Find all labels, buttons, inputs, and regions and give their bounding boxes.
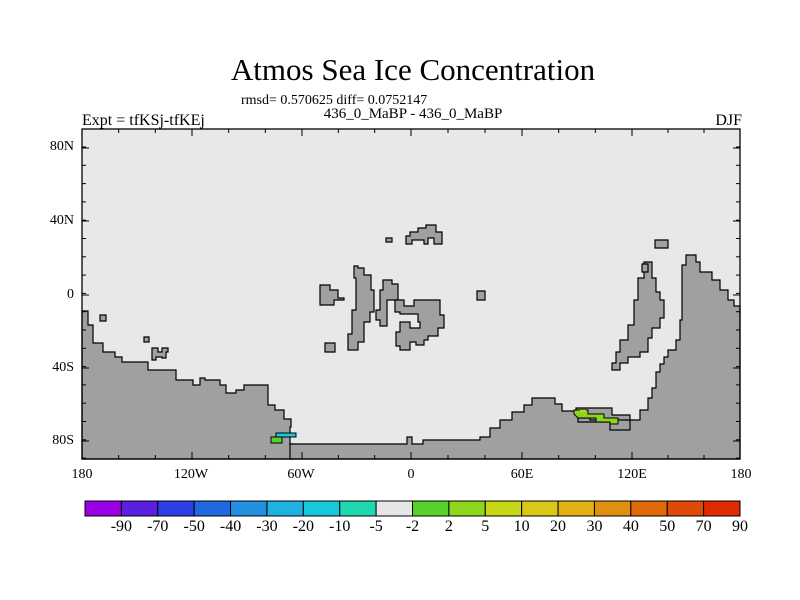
anomaly-patch-small [270,436,283,444]
y-tick-label-80s: 80S [52,433,74,448]
land-north-3 [476,290,486,301]
stats-line: rmsd= 0.570625 diff= 0.0752147 [241,93,428,108]
land-north-2 [385,237,393,243]
y-tick-label-eq: 0 [67,287,74,302]
colorbar-swatch [193,500,232,517]
land-north-5 [641,263,649,273]
colorbar-label: -90 [110,518,133,535]
colorbar-label: -10 [329,518,351,535]
x-tick-label-0: 0 [407,467,415,482]
land-central-3 [324,342,336,353]
colorbar-swatch [339,500,377,517]
colorbar-label: -50 [183,518,205,535]
colorbar-label: -2 [405,518,420,535]
colorbar-label: 30 [586,518,603,535]
colorbar-label: 50 [659,518,676,535]
colorbar-swatch [484,500,523,517]
colorbar-label: -20 [292,518,314,535]
colorbar-label: 40 [622,518,639,535]
x-tick-label-180e: 180 [730,467,752,482]
colorbar-label: -40 [219,518,242,535]
x-tick-label-120e: 120E [617,467,647,482]
southern-land-strip [289,254,741,460]
anomaly-patch-positive [573,409,619,425]
plot-subtitle: 436_0_MaBP - 436_0_MaBP [323,106,503,122]
colorbar-swatch [593,500,632,517]
y-tick-label-80n: 80N [49,139,74,154]
colorbar-label: 20 [550,518,567,535]
colorbar-swatch [448,500,486,517]
colorbar-swatch [375,500,414,517]
colorbar-swatch [666,500,705,517]
plot-title: Atmos Sea Ice Concentration [230,52,596,87]
x-tick-label-60e: 60E [510,467,534,482]
x-tick-label-180w: 180 [71,467,93,482]
land-central-4 [375,279,399,327]
land-north-1 [405,224,443,245]
colorbar-swatch [412,500,450,517]
colorbar-swatch [302,500,341,517]
experiment-label: Expt = tfKSj-tfKEj [82,112,205,129]
colorbar-label: 10 [513,518,530,535]
land-central-1 [319,284,345,306]
x-tick-label-60w: 60W [287,467,315,482]
colorbar-swatch [120,500,159,517]
season-label: DJF [715,112,742,129]
y-tick-label-40s: 40S [52,360,74,375]
land-central-5 [394,299,445,351]
colorbar-swatch [521,500,559,517]
colorbar-swatch [557,500,595,517]
colorbar-swatch [230,500,268,517]
colorbar-swatch [157,500,195,517]
colorbar-label: 90 [732,518,748,535]
colorbar-label: 70 [695,518,712,535]
colorbar-swatch [266,500,304,517]
colorbar-label: 5 [481,518,490,535]
colorbar-swatch [703,500,741,517]
colorbar-label: -70 [147,518,169,535]
island-pacific-1 [143,336,150,343]
x-tick-label-120w: 120W [173,467,209,482]
colorbar-label: 2 [444,518,453,535]
southern-land-strip-2 [611,261,665,371]
y-tick-label-40n: 40N [49,213,74,228]
island-pacific-2 [151,347,169,361]
colorbar-swatch [630,500,668,517]
land-north-4 [654,239,669,249]
colorbar-swatch [84,500,122,517]
colorbar-label: -5 [369,518,383,535]
island-pacific-3 [99,314,107,322]
south-america-land [81,310,295,460]
anomaly-patch-positive-high [580,410,586,412]
land-central-2 [347,265,375,351]
colorbar-label: -30 [256,518,278,535]
